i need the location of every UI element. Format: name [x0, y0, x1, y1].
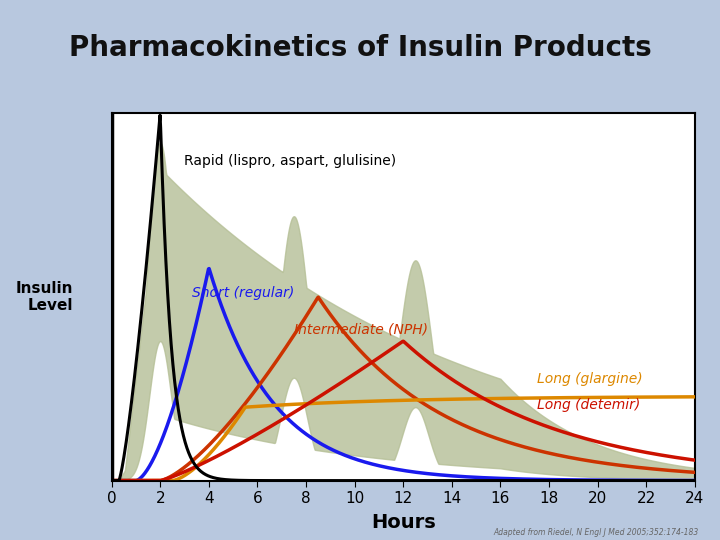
- Text: Rapid (lispro, aspart, glulisine): Rapid (lispro, aspart, glulisine): [184, 154, 397, 168]
- Text: Pharmacokinetics of Insulin Products: Pharmacokinetics of Insulin Products: [68, 34, 652, 62]
- Text: Intermediate (NPH): Intermediate (NPH): [294, 323, 428, 337]
- Text: Short (regular): Short (regular): [192, 286, 294, 300]
- Text: Adapted from Riedel, N Engl J Med 2005;352:174-183: Adapted from Riedel, N Engl J Med 2005;3…: [493, 528, 698, 537]
- Y-axis label: Insulin
Level: Insulin Level: [15, 281, 73, 313]
- Text: Long (detemir): Long (detemir): [537, 398, 640, 412]
- Text: Long (glargine): Long (glargine): [537, 372, 642, 386]
- X-axis label: Hours: Hours: [371, 513, 436, 532]
